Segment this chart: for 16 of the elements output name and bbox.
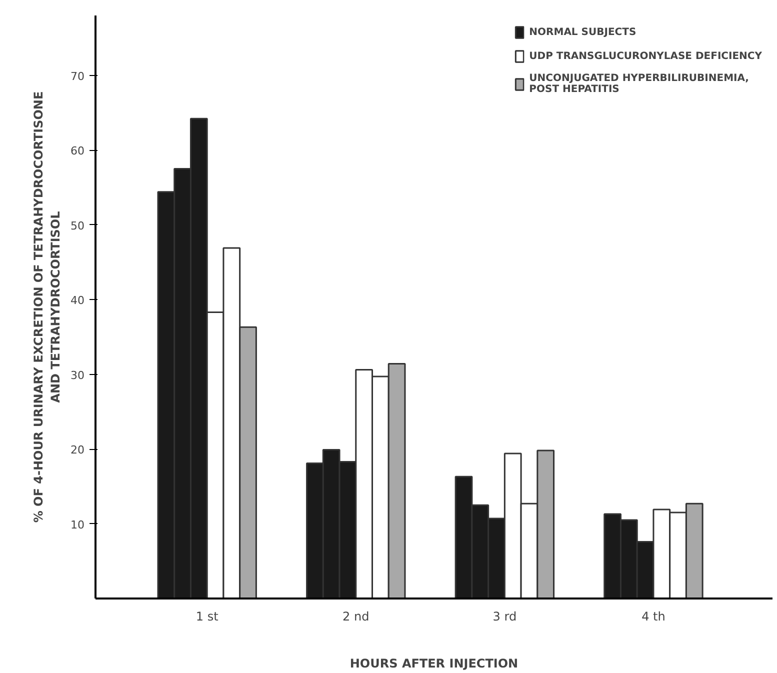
legend-label: UNCONJUGATED HYPERBILIRUBINEMIA, POST HEPATITIS xyxy=(529,73,749,95)
x-tick-label: 4 th xyxy=(642,610,666,624)
y-tick-label: 60 xyxy=(70,144,85,158)
y-tick-label: 50 xyxy=(70,219,85,232)
y-tick-label: 20 xyxy=(70,444,85,457)
x-tick-label: 1 st xyxy=(196,610,219,624)
y-axis-title: % OF 4-HOUR URINARY EXCRETION OF TETRAHYDROCORTISONE AND TETRAHYDROCORTISOL xyxy=(32,91,63,523)
x-tick-label: 2 nd xyxy=(342,610,370,624)
legend-label: UDP TRANSGLUCURONYLASE DEFICIENCY xyxy=(529,50,762,62)
x-tick-label: 3 rd xyxy=(492,610,517,624)
y-tick-label: 40 xyxy=(70,294,85,308)
y-tick-label: 70 xyxy=(70,70,85,83)
x-axis-title: HOURS AFTER INJECTION xyxy=(350,656,518,670)
legend-label: NORMAL SUBJECTS xyxy=(529,26,636,38)
y-tick-label: 10 xyxy=(70,518,85,532)
y-tick-label: 30 xyxy=(70,368,85,382)
